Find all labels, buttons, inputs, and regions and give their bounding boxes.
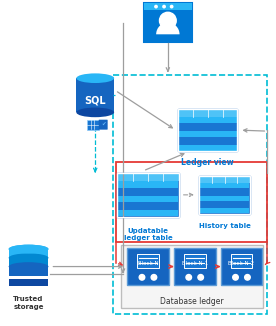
Circle shape (155, 6, 157, 8)
FancyBboxPatch shape (9, 267, 49, 276)
FancyBboxPatch shape (9, 249, 49, 259)
Text: SQL: SQL (84, 95, 106, 105)
FancyBboxPatch shape (144, 3, 192, 10)
FancyBboxPatch shape (200, 208, 250, 213)
FancyBboxPatch shape (200, 183, 250, 188)
FancyBboxPatch shape (200, 196, 250, 201)
Text: Trusted
storage: Trusted storage (13, 296, 44, 310)
FancyBboxPatch shape (200, 189, 250, 195)
Ellipse shape (9, 262, 49, 271)
FancyBboxPatch shape (9, 278, 49, 287)
Circle shape (151, 274, 157, 280)
FancyBboxPatch shape (174, 248, 216, 286)
FancyBboxPatch shape (9, 258, 49, 267)
FancyBboxPatch shape (230, 254, 253, 268)
Ellipse shape (76, 108, 114, 117)
FancyBboxPatch shape (76, 78, 114, 112)
FancyBboxPatch shape (118, 196, 178, 202)
Text: Database ledger: Database ledger (160, 297, 224, 306)
Text: Updatable
ledger table: Updatable ledger table (124, 228, 172, 241)
Ellipse shape (9, 244, 49, 253)
FancyBboxPatch shape (118, 188, 178, 195)
FancyBboxPatch shape (118, 181, 178, 187)
FancyBboxPatch shape (179, 145, 237, 151)
Text: History table: History table (199, 223, 251, 229)
FancyBboxPatch shape (179, 138, 237, 144)
Wedge shape (156, 22, 180, 34)
FancyBboxPatch shape (137, 254, 159, 268)
Circle shape (233, 274, 238, 280)
FancyBboxPatch shape (117, 173, 179, 217)
FancyBboxPatch shape (127, 248, 169, 286)
FancyBboxPatch shape (199, 176, 250, 214)
Circle shape (160, 12, 176, 29)
FancyBboxPatch shape (178, 109, 237, 151)
FancyBboxPatch shape (221, 248, 262, 286)
FancyBboxPatch shape (200, 202, 250, 207)
Circle shape (186, 274, 192, 280)
Circle shape (139, 274, 145, 280)
Circle shape (198, 274, 203, 280)
FancyBboxPatch shape (99, 120, 108, 130)
Ellipse shape (9, 253, 49, 262)
Circle shape (171, 6, 173, 8)
FancyBboxPatch shape (179, 124, 237, 130)
FancyBboxPatch shape (118, 210, 178, 216)
FancyBboxPatch shape (87, 120, 99, 130)
FancyBboxPatch shape (179, 131, 237, 137)
FancyBboxPatch shape (144, 3, 192, 42)
Ellipse shape (9, 244, 49, 253)
Text: Block N-2: Block N-2 (229, 261, 254, 266)
Ellipse shape (76, 73, 114, 83)
Circle shape (163, 6, 165, 8)
FancyBboxPatch shape (118, 203, 178, 209)
Text: Block N: Block N (138, 261, 158, 266)
Text: ✔: ✔ (101, 122, 105, 127)
Text: Block N-1: Block N-1 (182, 261, 208, 266)
Circle shape (245, 274, 250, 280)
FancyBboxPatch shape (184, 254, 206, 268)
FancyBboxPatch shape (178, 109, 237, 117)
FancyBboxPatch shape (121, 244, 263, 308)
FancyBboxPatch shape (117, 173, 179, 181)
FancyBboxPatch shape (179, 117, 237, 123)
FancyBboxPatch shape (199, 176, 250, 183)
Text: Ledger view: Ledger view (181, 158, 234, 167)
